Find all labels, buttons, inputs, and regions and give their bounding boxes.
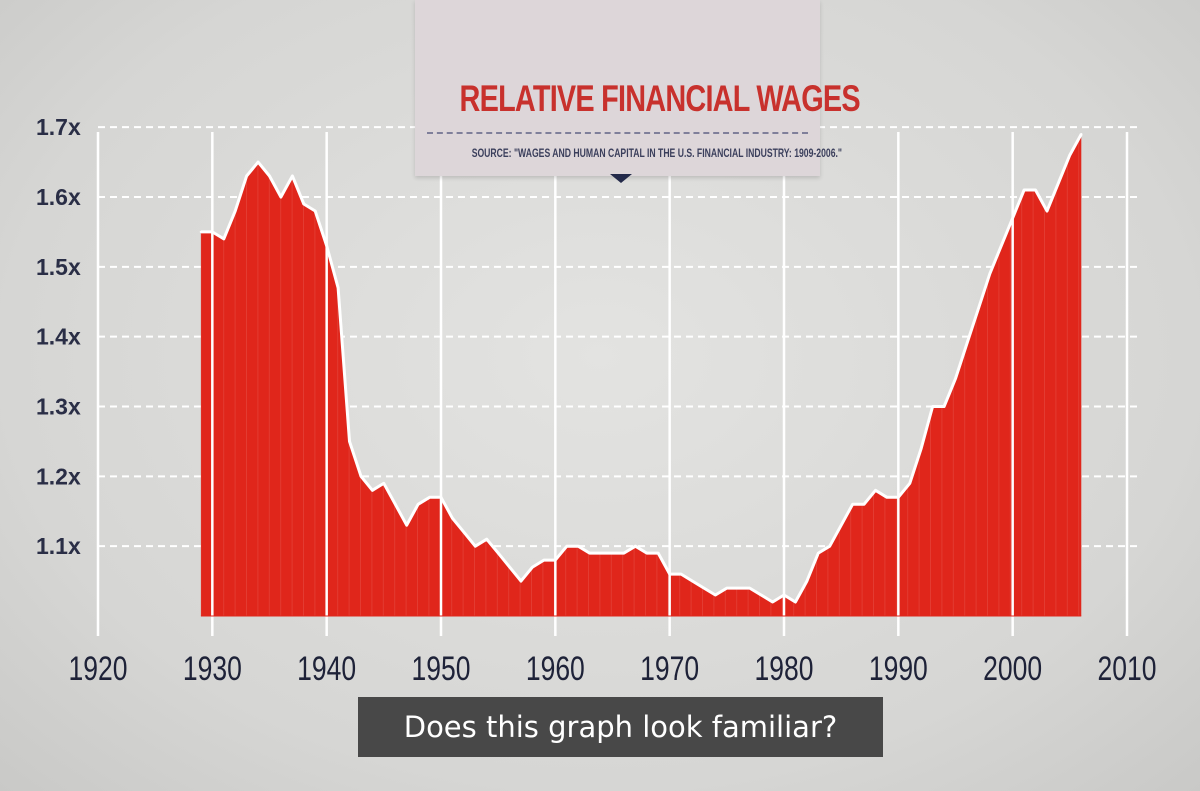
data-point [828,544,831,548]
x-tick-label: 1920 [69,650,128,688]
data-point [988,272,991,276]
data-point [862,503,866,506]
data-point [920,447,923,450]
data-point [622,551,626,555]
data-point [908,482,911,485]
wage-line [200,133,1083,604]
data-point [759,593,763,597]
data-point [874,489,877,492]
data-point [645,551,648,555]
data-point [1068,153,1072,157]
data-point [771,600,774,604]
data-point [542,558,546,562]
data-point [714,593,717,597]
data-point [965,342,969,345]
data-point [222,237,225,241]
data-point [657,551,660,555]
data-point [519,579,523,583]
data-point [1045,209,1049,213]
data-point [942,405,946,408]
x-tick-label: 1930 [183,650,242,688]
data-point [291,174,294,178]
data-point [839,524,843,527]
data-point [611,551,614,555]
wage-area [200,134,1082,616]
source-note: SOURCE: "WAGES AND HUMAN CAPITAL IN THE … [471,146,843,160]
data-point [794,600,797,604]
data-point [725,586,729,590]
y-tick-label: 1.5x [36,254,81,280]
data-point [588,551,591,555]
data-point [691,579,694,583]
data-point [531,565,534,569]
x-tick-label: 1970 [640,650,699,688]
x-tick-label: 2010 [1098,650,1157,688]
y-tick-label: 1.6x [36,184,81,210]
data-point [508,565,511,569]
data-point [394,503,397,506]
y-tick-label: 1.3x [36,393,81,419]
data-point [256,160,260,164]
data-point [474,544,477,548]
x-tick-label: 1990 [869,650,928,688]
data-point [336,286,340,289]
x-tick-label: 1940 [297,650,356,688]
data-point [737,586,740,590]
data-point [977,307,980,310]
data-point [485,537,488,541]
data-point [1057,181,1060,185]
data-point [279,195,283,199]
data-point [245,174,248,178]
data-point [817,551,820,555]
data-point [314,209,317,213]
data-point [851,503,854,506]
data-point [1034,188,1037,192]
y-tick-label: 1.7x [36,114,81,140]
data-point [1022,188,1026,192]
title-divider [427,132,808,134]
data-point [1080,132,1083,136]
y-tick-label: 1.1x [36,533,81,559]
x-tick-label: 1980 [755,650,814,688]
data-point [302,202,305,206]
data-point [348,440,351,443]
data-point [931,405,934,408]
x-tick-label: 1950 [412,650,471,688]
video-caption: Does this graph look familiar? [358,697,883,757]
data-point [416,503,420,506]
chart-title: RELATIVE FINANCIAL WAGES [459,78,861,119]
y-tick-label: 1.2x [36,463,81,489]
data-point [565,544,568,548]
data-point [885,496,889,499]
data-point [234,209,237,213]
data-point [462,530,466,534]
x-tick-label: 1960 [526,650,585,688]
data-point [371,489,374,492]
data-point [702,586,706,590]
y-tick-label: 1.4x [36,324,81,350]
x-tick-label: 2000 [983,650,1042,688]
data-point [599,551,603,555]
data-point [748,586,751,590]
data-point [634,544,637,548]
data-point [382,482,386,485]
data-point [359,475,363,478]
data-point [954,377,957,380]
data-point [805,579,809,583]
data-point [496,551,500,555]
data-point [1000,244,1003,248]
data-point [577,544,580,548]
data-point [428,496,431,499]
data-point [451,517,454,520]
data-point [199,230,203,234]
pointer-icon [610,174,632,183]
data-point [405,524,408,527]
data-point [268,174,271,178]
title-card: RELATIVE FINANCIAL WAGES SOURCE: "WAGES … [415,0,861,176]
data-point [679,572,683,576]
